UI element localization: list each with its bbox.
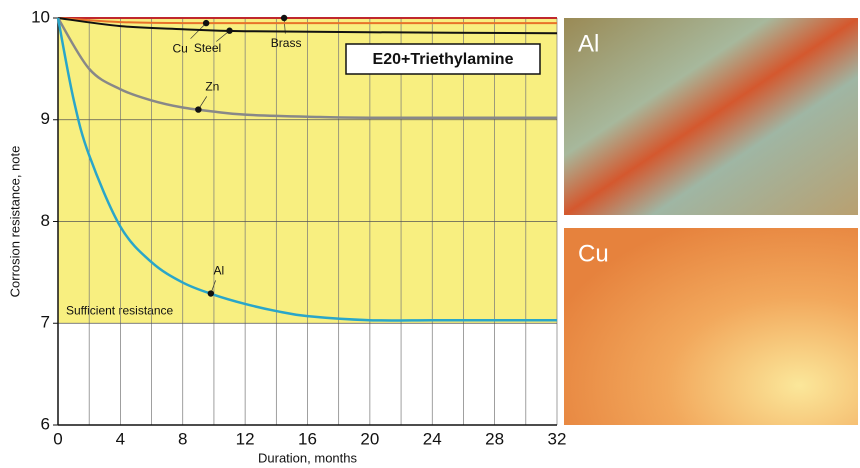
photo-cu <box>564 228 858 425</box>
y-tick-label: 7 <box>41 313 50 332</box>
x-tick-label: 24 <box>423 429 442 448</box>
series-label: Zn <box>205 80 219 94</box>
title-box <box>345 43 541 75</box>
x-tick-label: 28 <box>485 429 504 448</box>
y-axis-label: Corrosion resistance, note <box>7 146 22 298</box>
series-line <box>57 17 557 25</box>
photo-label: Cu <box>578 240 609 267</box>
band-label: Sufficient resistance <box>66 303 173 317</box>
y-tick-label: 6 <box>41 414 50 433</box>
series-label: Steel <box>194 41 221 55</box>
x-tick-label: 4 <box>116 429 125 448</box>
series-line <box>57 17 558 35</box>
x-tick-label: 16 <box>298 429 317 448</box>
x-tick-label: 8 <box>178 429 187 448</box>
annotation-dot <box>207 290 215 297</box>
x-tick-label: 32 <box>548 429 567 448</box>
chart-title: E20+Triethylamine <box>373 51 514 68</box>
annotation-dot <box>280 14 288 22</box>
annotation-dot <box>195 106 202 113</box>
photo-label: Al <box>578 30 599 57</box>
series-label: Al <box>213 264 224 278</box>
series-line <box>56 17 557 322</box>
annotation-dot <box>202 19 210 27</box>
y-tick-label: 10 <box>31 7 50 26</box>
x-tick-label: 0 <box>53 429 62 448</box>
x-axis-label: Duration, months <box>258 450 357 465</box>
x-tick-label: 20 <box>360 429 379 448</box>
leader <box>190 22 207 39</box>
y-tick-label: 8 <box>41 211 50 230</box>
series-line <box>56 17 558 120</box>
x-tick-label: 12 <box>236 429 255 448</box>
series-label: Brass <box>271 36 302 50</box>
chart: Sufficient resistance 0 4 8 12 16 20 24 28 32 6 7 8 9… <box>7 7 566 465</box>
y-tick-label: 9 <box>41 109 50 128</box>
annotation-dot <box>226 27 233 34</box>
series-label: Cu <box>172 41 187 55</box>
photo-al <box>564 18 858 215</box>
